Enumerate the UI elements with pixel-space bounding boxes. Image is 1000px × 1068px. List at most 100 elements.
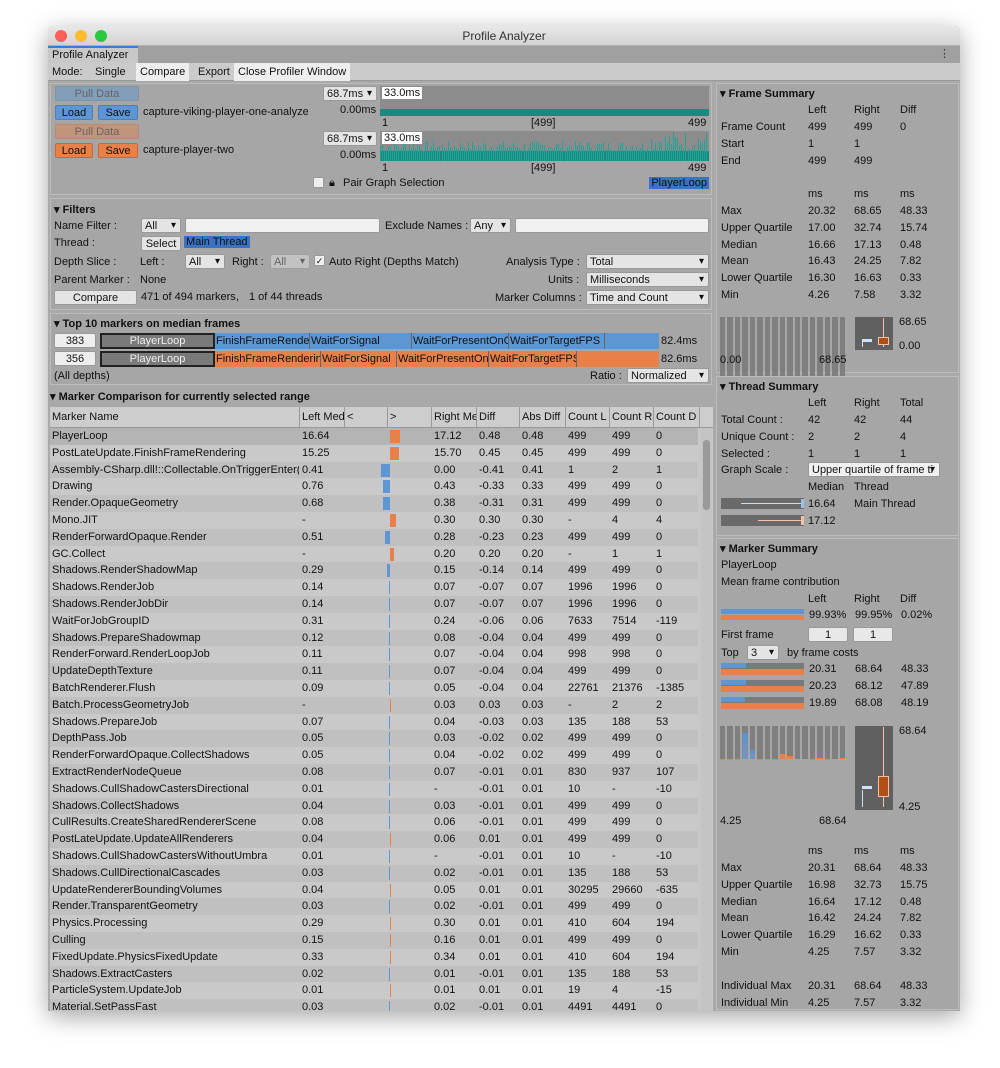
top-marker-root[interactable]: PlayerLoop: [100, 333, 215, 349]
maximize-window-button[interactable]: [95, 30, 107, 42]
more-menu-icon[interactable]: ⋮: [939, 48, 950, 60]
right-graph-scale-dropdown[interactable]: 68.7ms: [323, 131, 377, 146]
column-header[interactable]: Count R: [610, 407, 654, 427]
table-row[interactable]: Culling 0.15 0.16 0.01 0.01 499 499 0: [50, 932, 698, 949]
table-row[interactable]: RenderForwardOpaque.Render 0.51 0.28 -0.23 0…: [50, 528, 698, 546]
column-header[interactable]: Count D: [654, 407, 700, 427]
left-median-frame[interactable]: 383: [54, 333, 96, 348]
marker-summary-header[interactable]: ▾ Marker Summary: [720, 543, 818, 555]
table-row[interactable]: Batch.ProcessGeometryJob - 0.03 0.03 0.03 - 2 2: [50, 696, 698, 714]
table-row[interactable]: BatchRenderer.Flush 0.09 0.05 -0.04 0.04 2276…: [50, 680, 698, 697]
top-marker-segment[interactable]: WaitForPresentOn: [398, 351, 489, 367]
table-row[interactable]: Assembly-CSharp.dll!::Collectable.OnTrig…: [50, 461, 698, 479]
table-row[interactable]: Physics.Processing 0.29 0.30 0.01 0.01 410 604…: [50, 915, 698, 932]
right-pull-data-button[interactable]: Pull Data: [55, 124, 139, 139]
table-row[interactable]: Shadows.CullDirectionalCascades 0.03 0.02 -…: [50, 864, 698, 882]
close-window-button[interactable]: [55, 30, 67, 42]
table-row[interactable]: Shadows.ExtractCasters 0.02 0.01 -0.01 0.01 1…: [50, 965, 698, 983]
exclude-names-dropdown[interactable]: Any: [470, 218, 511, 233]
column-header[interactable]: Abs Diff: [520, 407, 566, 427]
top-marker-segment[interactable]: WaitForTargetFPS: [509, 333, 605, 349]
table-row[interactable]: WaitForJobGroupID 0.31 0.24 -0.06 0.06 7633 75…: [50, 612, 698, 630]
frame-summary-header[interactable]: ▾ Frame Summary: [720, 88, 815, 100]
column-header[interactable]: Diff: [477, 407, 520, 427]
table-scrollbar[interactable]: [701, 428, 712, 1011]
table-row[interactable]: Material.SetPassFast 0.03 0.02 -0.01 0.01 449…: [50, 999, 698, 1011]
table-row[interactable]: Render.TransparentGeometry 0.03 0.02 -0.01 0…: [50, 898, 698, 916]
select-thread-button[interactable]: Select: [141, 236, 181, 251]
name-filter-input[interactable]: [185, 218, 380, 233]
first-frame-right-button[interactable]: 1: [853, 627, 893, 642]
top-marker-root[interactable]: PlayerLoop: [100, 351, 215, 367]
compare-button[interactable]: Compare: [54, 290, 137, 305]
table-row[interactable]: RenderForwardOpaque.CollectShadows 0.05 0.…: [50, 747, 698, 764]
table-row[interactable]: Shadows.PrepareShadowmap 0.12 0.08 -0.04 0.0…: [50, 629, 698, 647]
pair-graph-checkbox[interactable]: [313, 177, 324, 188]
table-row[interactable]: Mono.JIT - 0.30 0.30 0.30 - 4 4: [50, 512, 698, 529]
column-header[interactable]: >: [388, 407, 432, 427]
right-median-frame[interactable]: 356: [54, 351, 96, 366]
table-row[interactable]: Drawing 0.76 0.43 -0.33 0.33 499 499 0: [50, 478, 698, 496]
column-header[interactable]: Left Med: [300, 407, 345, 427]
right-frame-graph[interactable]: [380, 131, 709, 161]
table-row[interactable]: DepthPass.Job 0.05 0.03 -0.02 0.02 499 499 0: [50, 730, 698, 748]
name-filter-dropdown[interactable]: All: [141, 218, 181, 233]
table-row[interactable]: RenderForward.RenderLoopJob 0.11 0.07 -0.04…: [50, 646, 698, 664]
column-header[interactable]: <: [345, 407, 388, 427]
right-load-button[interactable]: Load: [55, 143, 93, 158]
top-marker-segment[interactable]: WaitForPresentOnG: [413, 333, 509, 349]
marker-comparison-header[interactable]: ▾ Marker Comparison for currently select…: [50, 391, 310, 403]
mode-single-button[interactable]: Single: [95, 66, 126, 78]
top-frame-bar[interactable]: [721, 663, 804, 675]
table-row[interactable]: Shadows.RenderJob 0.14 0.07 -0.07 0.07 1996 19…: [50, 579, 698, 596]
top-marker-segment[interactable]: WaitForSignal: [321, 351, 397, 367]
first-frame-left-button[interactable]: 1: [808, 627, 848, 642]
depth-left-dropdown[interactable]: All: [185, 254, 225, 269]
top-marker-segment[interactable]: WaitForTargetFPS: [490, 351, 577, 367]
table-row[interactable]: CullResults.CreateSharedRendererScene 0.0…: [50, 814, 698, 832]
exclude-names-input[interactable]: [515, 218, 709, 233]
close-profiler-window-button[interactable]: Close Profiler Window: [234, 63, 351, 81]
top-marker-segment[interactable]: WaitForSignal: [310, 333, 412, 349]
left-save-button[interactable]: Save: [98, 105, 138, 120]
tab-profile-analyzer[interactable]: Profile Analyzer: [48, 46, 138, 63]
auto-right-checkbox[interactable]: ✓: [314, 255, 325, 266]
column-header[interactable]: Marker Name: [50, 407, 300, 427]
top-marker-segment[interactable]: FinishFrameRendering: [216, 333, 310, 349]
table-row[interactable]: PostLateUpdate.FinishFrameRendering 15.25…: [50, 444, 698, 462]
column-header[interactable]: Count L: [566, 407, 610, 427]
graph-scale-dropdown[interactable]: Upper quartile of frame ti: [808, 462, 940, 477]
table-row[interactable]: Render.OpaqueGeometry 0.68 0.38 -0.31 0.31 49…: [50, 495, 698, 512]
table-row[interactable]: ExtractRenderNodeQueue 0.08 0.07 -0.01 0.01 8…: [50, 764, 698, 781]
table-row[interactable]: Shadows.CollectShadows 0.04 0.03 -0.01 0.01 4…: [50, 797, 698, 815]
table-row[interactable]: PostLateUpdate.UpdateAllRenderers 0.04 0.0…: [50, 831, 698, 848]
export-button[interactable]: Export: [198, 66, 230, 78]
top-frame-bar[interactable]: [721, 696, 804, 709]
table-row[interactable]: GC.Collect - 0.20 0.20 0.20 - 1 1: [50, 545, 698, 563]
left-frame-graph[interactable]: [380, 86, 709, 116]
table-row[interactable]: Shadows.CullShadowCastersWithoutUmbra 0.0…: [50, 848, 698, 865]
table-row[interactable]: UpdateDepthTexture 0.11 0.07 -0.04 0.04 499 49…: [50, 663, 698, 680]
left-load-button[interactable]: Load: [55, 105, 93, 120]
table-row[interactable]: Shadows.CullShadowCastersDirectional 0.01…: [50, 780, 698, 798]
ratio-dropdown[interactable]: Normalized: [627, 368, 709, 383]
table-row[interactable]: UpdateRendererBoundingVolumes 0.04 0.05 0.0…: [50, 881, 698, 899]
left-pull-data-button[interactable]: Pull Data: [55, 86, 139, 101]
filters-header[interactable]: ▾ Filters: [54, 204, 96, 216]
table-row[interactable]: Shadows.RenderShadowMap 0.29 0.15 -0.14 0.14…: [50, 562, 698, 580]
table-row[interactable]: ParticleSystem.UpdateJob 0.01 0.01 0.01 0.01…: [50, 982, 698, 1000]
mode-compare-button[interactable]: Compare: [136, 63, 190, 81]
thread-summary-header[interactable]: ▾ Thread Summary: [720, 381, 819, 393]
top-markers-header[interactable]: ▾ Top 10 markers on median frames: [54, 318, 241, 330]
left-graph-scale-dropdown[interactable]: 68.7ms: [323, 86, 377, 101]
top-count-dropdown[interactable]: 3: [747, 645, 779, 660]
top-frame-bar[interactable]: [721, 679, 804, 692]
top-marker-segment[interactable]: FinishFrameRendering: [216, 351, 321, 367]
right-save-button[interactable]: Save: [98, 143, 138, 158]
units-dropdown[interactable]: Milliseconds: [586, 272, 709, 287]
analysis-type-dropdown[interactable]: Total: [586, 254, 709, 269]
table-row[interactable]: FixedUpdate.PhysicsFixedUpdate 0.33 0.34 0.…: [50, 948, 698, 966]
depth-right-dropdown[interactable]: All: [270, 254, 310, 269]
scrollbar-thumb[interactable]: [703, 440, 710, 510]
column-header[interactable]: Right Me: [432, 407, 477, 427]
